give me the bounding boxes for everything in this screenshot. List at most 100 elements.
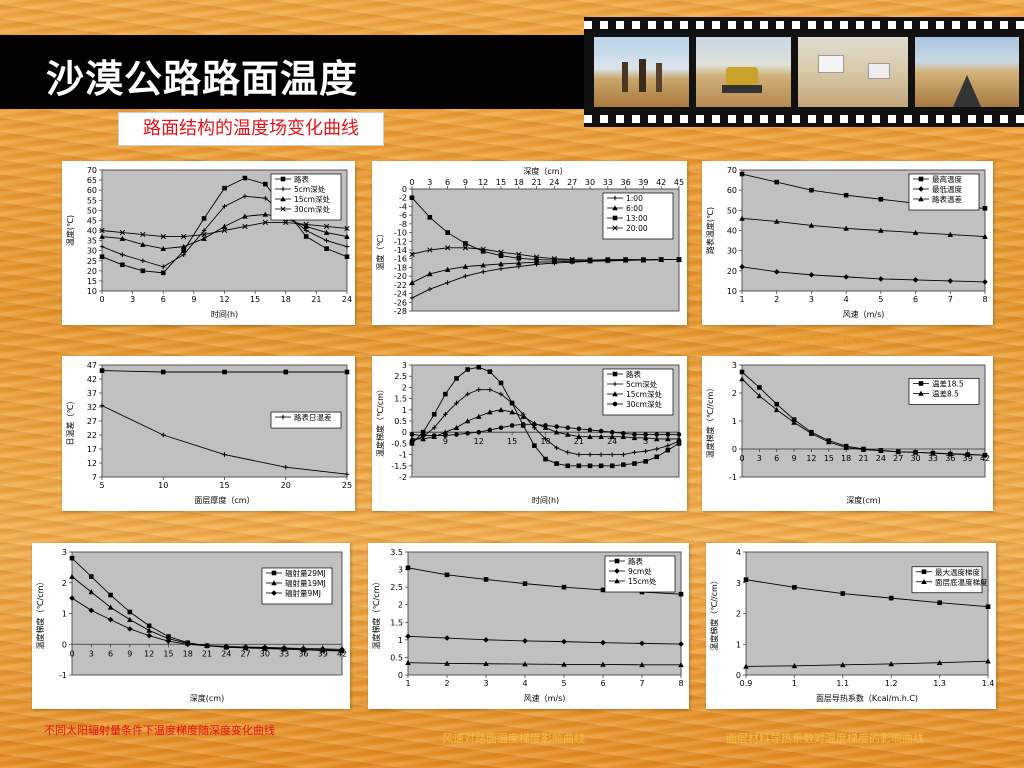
x-tick-label: 1 [405,679,410,688]
data-point [552,257,557,263]
data-point [443,391,448,397]
data-point [465,431,470,436]
data-point [774,179,780,185]
y-tick-label: 3 [398,566,403,575]
x-tick-label: 30 [910,454,920,463]
data-point [564,431,571,437]
data-point [431,433,437,438]
data-point [344,254,350,260]
data-point [319,646,326,652]
data-point [303,223,309,229]
data-point [344,244,350,249]
data-point [561,584,567,590]
data-point [878,227,884,233]
legend-marker [280,206,286,212]
data-point [453,424,460,431]
data-point [522,638,528,644]
x-tick-label: 7 [948,295,953,304]
x-tick-label: 9 [127,649,132,658]
data-point [878,276,884,282]
data-point [344,369,350,375]
data-point [982,452,988,458]
data-point [99,227,105,234]
y-tick-label: 10 [87,287,97,296]
legend-label: 20:00 [626,224,648,233]
data-point [632,432,637,437]
y-tick-label: 1 [62,610,67,619]
data-point [160,264,166,270]
data-point [480,249,486,254]
y-tick-label: 3 [62,548,67,557]
x-tick-label: 15 [163,649,173,658]
legend-marker [918,176,924,182]
legend-marker [280,176,286,182]
legend-marker [280,414,286,420]
data-point [223,643,230,650]
x-tick-label: 15 [250,295,260,304]
y-tick-label: -28 [394,307,407,316]
y-tick-label: 1 [402,406,407,415]
x-axis-label: 深度（cm） [523,166,567,176]
y-tick-label: 0 [402,185,407,194]
data-point [283,369,289,375]
x-tick-label: 1.2 [885,679,898,688]
x-tick-label: 21 [311,295,321,304]
data-point [463,273,468,279]
y-tick-label: 0 [732,445,737,454]
data-point [639,662,645,668]
data-point [498,391,504,397]
series-line [745,579,989,608]
data-point [888,661,894,667]
x-tick-label: 36 [945,454,955,463]
legend-marker [614,558,620,564]
data-point [498,253,504,258]
caption-8: 风速对路面温度梯度影响曲线 [442,732,585,745]
x-tick-label: 33 [603,178,613,187]
data-point [262,644,268,651]
legend-marker [271,570,277,576]
x-tick-label: 5 [561,679,566,688]
data-point [587,463,593,469]
x-tick-label: 6 [774,454,779,463]
x-tick-label: 3 [427,178,432,187]
data-point [427,247,433,253]
data-point [454,376,459,381]
data-point [678,591,684,597]
x-tick-label: 9 [191,295,196,304]
x-tick-label: 25 [342,481,352,490]
data-point [405,659,411,665]
legend-marker [612,215,618,221]
data-point [487,369,493,375]
data-point [665,436,671,442]
chart-panel-2: 0 -2 -4 -6 -8 -10 -12 -14 -16 -18 -20 -22 -24 -26 -28 0… [372,161,687,325]
y-tick-label: -10 [394,229,407,238]
data-point [621,431,626,436]
y-tick-label: 37 [87,389,97,398]
x-tick-label: 1.3 [933,679,946,688]
y-tick-label: 0 [402,428,407,437]
film-perforation-top [584,21,1024,29]
series-line [745,660,989,667]
data-point [344,225,350,232]
legend-label: 路表温差 [932,194,962,204]
data-point [221,223,228,229]
y-tick-label: 7 [92,473,97,482]
x-tick-label: 18 [514,178,524,187]
data-point [532,443,537,448]
data-point [454,400,459,406]
legend-label: 5cm深处 [626,379,658,389]
chart-surface-temp-vs-wind: 10 20 30 40 50 60 70 1 2 3 4 5 6 7 8 风速（m/s) 路表温度(℃) 最高温度… [705,166,988,319]
data-point [809,187,814,193]
x-tick-label: 6 [108,649,113,658]
data-point [222,369,227,375]
x-tick-label: 10 [158,481,168,490]
data-point [263,195,268,201]
data-point [598,452,604,457]
data-point [339,646,345,653]
y-tick-label: 2 [732,389,737,398]
data-point [598,433,604,439]
chart-gradient-vs-time: 32.521.510.50-0.5-1-1.5-269121518212436时… [375,361,682,505]
x-tick-label: 39 [963,454,973,463]
